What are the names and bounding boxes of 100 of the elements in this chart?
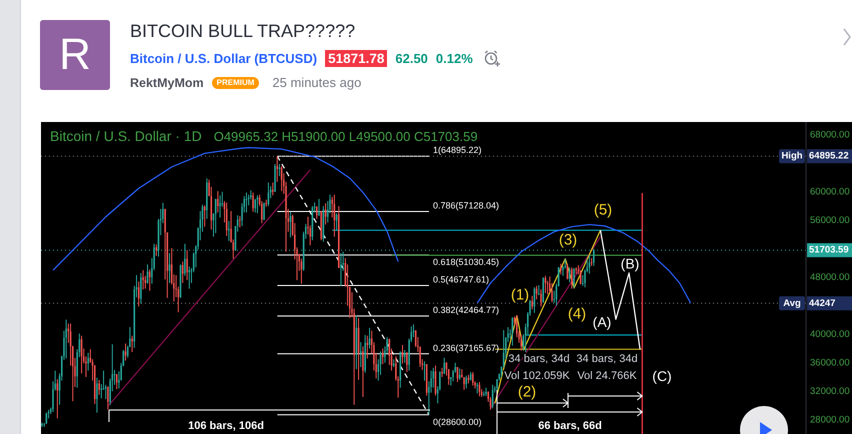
y-tick-label: 68000.00 [810, 129, 850, 140]
chart-title: BITCOIN BULL TRAP????? [130, 21, 356, 42]
candlestick [360, 342, 362, 368]
candlestick [340, 252, 342, 286]
candlestick [538, 284, 540, 296]
candlestick [316, 206, 318, 220]
ref-line-label: 0.786(57128.04) [432, 200, 500, 211]
annotation: (2) [518, 384, 536, 400]
candlestick [336, 212, 338, 231]
annotation: (4) [568, 306, 586, 322]
candlestick [56, 378, 58, 419]
candlestick [186, 250, 188, 281]
candlestick [116, 374, 118, 390]
candlestick [46, 412, 48, 425]
candlestick [434, 365, 436, 396]
candlestick [80, 335, 82, 374]
text: 44247 [809, 298, 836, 309]
candlestick [318, 198, 320, 217]
candlestick [456, 366, 458, 382]
candlestick [96, 377, 98, 414]
text: 25 minutes ago [272, 75, 362, 90]
ref-line-label: 1(64895.22) [432, 145, 482, 156]
candlestick [300, 258, 302, 284]
annotation: 66 bars, 66d [538, 420, 602, 432]
candlestick [566, 263, 568, 280]
candlestick [368, 327, 370, 350]
candlestick [424, 360, 426, 382]
candlestick [146, 264, 148, 284]
candlestick [534, 286, 536, 314]
annotation: (C) [652, 368, 672, 384]
ref-line-label: 0(28600.00) [432, 416, 482, 427]
candlestick [280, 166, 282, 192]
candlestick [131, 335, 133, 353]
y-tick-label: 36000.00 [810, 357, 850, 368]
candlestick [254, 198, 256, 213]
candlestick [168, 252, 170, 284]
candlestick [443, 357, 446, 375]
chart-subtitle: Bitcoin / U.S. Dollar (BTCUSD) [130, 50, 318, 66]
candlestick [268, 182, 270, 207]
candlestick [568, 266, 570, 283]
text: 64895.22 [809, 150, 849, 162]
candlestick [140, 272, 142, 304]
candlestick [441, 367, 443, 378]
candlestick [214, 198, 216, 234]
avatar-tile: R [40, 20, 110, 90]
candlestick [590, 258, 592, 266]
candlestick [263, 202, 265, 221]
candlestick [228, 220, 230, 242]
candlestick [458, 368, 460, 380]
candlestick [540, 288, 542, 307]
candlestick [276, 156, 278, 182]
candlestick [87, 352, 89, 372]
candlestick [148, 268, 151, 292]
y-tick-label: 28000.00 [810, 414, 850, 426]
text: 51703.59 [809, 244, 849, 256]
annotation: Vol 24.766K [577, 370, 638, 382]
annotation: (1) [510, 286, 530, 304]
candlestick [334, 194, 336, 238]
candlestick [472, 372, 474, 386]
candlestick [188, 266, 190, 290]
candlestick [512, 316, 514, 346]
ref-line-label: 0.382(42464.77) [432, 305, 500, 316]
annotation: 106 bars, 106d [188, 420, 264, 432]
text: 62.50 [395, 50, 428, 66]
candlestick [98, 379, 100, 396]
candlestick [226, 202, 228, 236]
annotation: (5) [594, 202, 612, 218]
candlestick [278, 164, 280, 177]
candlestick [520, 334, 522, 352]
candlestick [402, 344, 404, 364]
candlestick [478, 382, 480, 397]
candlestick [290, 211, 292, 238]
annotation: O49965.32 H51900.00 L49500.00 C51703.59 [214, 129, 478, 144]
ref-line-label: 0.618(51030.45) [432, 256, 500, 267]
candlestick [432, 367, 434, 388]
annotation: 34 bars, 34d [576, 353, 638, 365]
candlestick [252, 192, 254, 212]
annotation: (3) [558, 232, 578, 248]
candlestick [544, 275, 546, 294]
candlestick [573, 268, 575, 288]
candlestick [414, 330, 417, 348]
candlestick [219, 194, 221, 218]
y-tick-label: 40000.00 [810, 328, 850, 340]
candlestick [182, 261, 184, 284]
candlestick [217, 190, 219, 213]
candlestick [272, 182, 274, 196]
candlestick [588, 254, 590, 274]
y-tick-label: 60000.00 [810, 186, 850, 198]
candlestick [265, 199, 268, 208]
candlestick [412, 324, 414, 338]
annotation: (A) [592, 314, 612, 330]
candlestick [107, 386, 109, 410]
candlestick [246, 192, 248, 213]
y-tick-label: 32000.00 [810, 386, 850, 397]
candlestick [138, 281, 140, 307]
ref-line-label: 0.236(37165.67) [432, 342, 500, 353]
candlestick [204, 204, 206, 228]
candlestick [465, 375, 468, 389]
candlestick [476, 382, 478, 394]
y-tick-label: 56000.00 [810, 214, 850, 226]
